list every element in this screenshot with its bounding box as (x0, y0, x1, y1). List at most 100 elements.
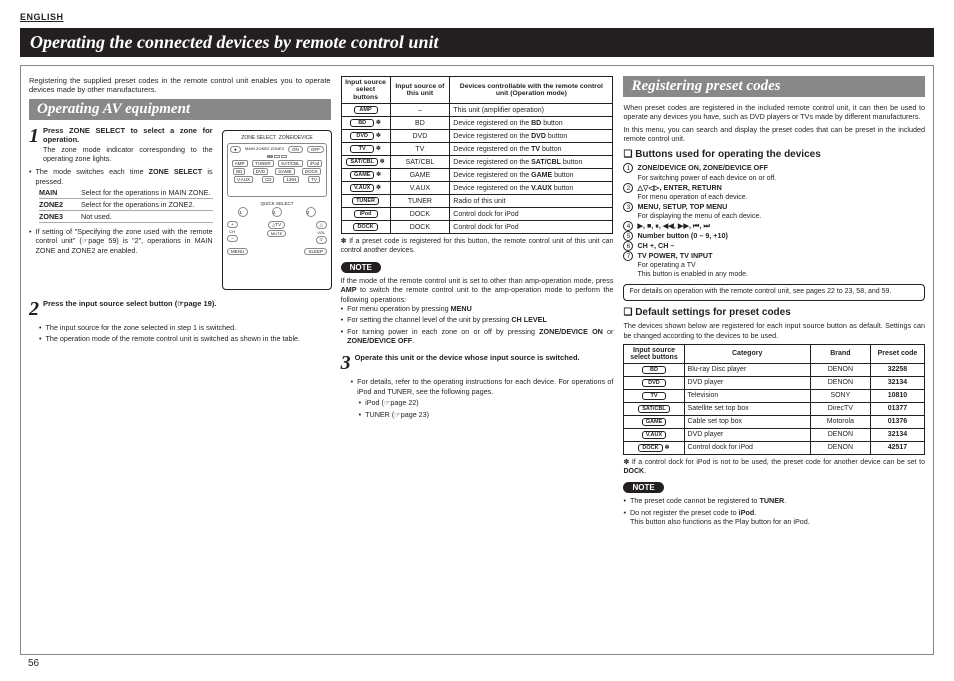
cell-device: Device registered on the GAME button (450, 169, 613, 182)
cell-source: V.AUX (390, 182, 450, 195)
cell-button: SAT/CBL ✽ (341, 156, 390, 169)
cell-category: Blu-ray Disc player (684, 363, 810, 376)
remote-diagram: ZONE SELECT ZONE/DEVICE ●MAIN ZONE2 ZONE… (222, 130, 332, 290)
cell-brand: DENON (810, 363, 870, 376)
section-operating-av: Operating AV equipment (29, 99, 331, 120)
cell-category: Cable set top box (684, 415, 810, 428)
preset-table-row: GAMECable set top boxMotorola01376 (624, 415, 925, 428)
main-title: Operating the connected devices by remot… (20, 28, 934, 57)
cell-category: DVD player (684, 428, 810, 441)
cell-button: SAT/CBL (624, 402, 684, 415)
cell-code: 32134 (870, 376, 924, 389)
cell-button: TV (624, 389, 684, 402)
cell-source: BD (390, 117, 450, 130)
cell-device: Device registered on the TV button (450, 143, 613, 156)
step-2-lead: Press the input source select button (☞p… (43, 299, 216, 308)
cell-device: Radio of this unit (450, 195, 613, 208)
step-1-bullet-2: If setting of "Specifying the zone used … (29, 227, 213, 255)
note-bullet-2: For setting the channel level of the uni… (341, 315, 614, 324)
cell-source: GAME (390, 169, 450, 182)
cell-button: V.AUX (624, 428, 684, 441)
section-registering: Registering preset codes (623, 76, 925, 97)
step-3-bullet-2: iPod (☞page 22) (341, 398, 614, 407)
cell-device: Device registered on the SAT/CBL button (450, 156, 613, 169)
numbered-item: 5Number button (0 – 9, +10) (623, 231, 925, 241)
numbered-item: 4▶, ■, ⏸, ◀◀, ▶▶, ⏮, ⏭ (623, 221, 925, 231)
cell-code: 01377 (870, 402, 924, 415)
cell-device: Device registered on the BD button (450, 117, 613, 130)
right-intro-1: When preset codes are registered in the … (623, 103, 925, 122)
cell-source: SAT/CBL (390, 156, 450, 169)
language-label: ENGLISH (20, 12, 934, 22)
preset-table-row: DOCK ✽Control dock for iPodDENON42517 (624, 441, 925, 454)
step-3-bullet-1: For details, refer to the operating inst… (341, 377, 614, 396)
input-table-row: TUNERTUNERRadio of this unit (341, 195, 613, 208)
cell-button: iPod (341, 208, 390, 221)
preset-footnote: ✽ If a control dock for iPod is not to b… (623, 459, 925, 477)
step-3-lead: Operate this unit or the device whose in… (355, 353, 580, 362)
right-column: Registering preset codes When preset cod… (623, 76, 925, 652)
step-1: 1 Press ZONE SELECT to select a zone for… (29, 126, 213, 164)
pth-category: Category (684, 344, 810, 363)
cell-brand: DENON (810, 428, 870, 441)
preset-table-row: TVTelevisionSONY10810 (624, 389, 925, 402)
preset-table-row: BDBlu-ray Disc playerDENON32258 (624, 363, 925, 376)
input-table-row: TV ✽TVDevice registered on the TV button (341, 143, 613, 156)
cell-brand: SONY (810, 389, 870, 402)
note-bullet-3: For turning power in each zone on or off… (341, 327, 614, 346)
zone-row-zone3: ZONE3Not used. (29, 212, 213, 223)
defaults-intro: The devices shown below are registered f… (623, 321, 925, 340)
cell-category: Television (684, 389, 810, 402)
th-buttons: Input source select buttons (341, 77, 390, 104)
pth-brand: Brand (810, 344, 870, 363)
note-badge: NOTE (341, 262, 381, 273)
preset-table-row: DVDDVD playerDENON32134 (624, 376, 925, 389)
cell-brand: DirecTV (810, 402, 870, 415)
zone-row-zone2: ZONE2Select for the operations in ZONE2. (29, 200, 213, 211)
zone-row-main: MAINSelect for the operations in MAIN ZO… (29, 188, 213, 199)
cell-category: DVD player (684, 376, 810, 389)
middle-column: Input source select buttons Input source… (341, 76, 614, 652)
numbered-item: 7TV POWER, TV INPUT (623, 251, 925, 261)
preset-table-row: SAT/CBLSatellite set top boxDirecTV01377 (624, 402, 925, 415)
step-2: 2 Press the input source select button (… (29, 299, 331, 319)
cell-source: DVD (390, 130, 450, 143)
cell-button: GAME (624, 415, 684, 428)
input-table-row: AMP–This unit (amplifier operation) (341, 104, 613, 117)
defaults-heading: Default settings for preset codes (623, 307, 925, 318)
cell-device: This unit (amplifier operation) (450, 104, 613, 117)
note-bullet-1: For menu operation by pressing MENU (341, 304, 614, 313)
left-intro: Registering the supplied preset codes in… (29, 76, 331, 95)
cell-device: Device registered on the V.AUX button (450, 182, 613, 195)
cell-button: V.AUX ✽ (341, 182, 390, 195)
pth-code: Preset code (870, 344, 924, 363)
numbered-item-sub: For operating a TV (623, 261, 925, 270)
numbered-item: 6CH +, CH – (623, 241, 925, 251)
input-table-row: GAME ✽GAMEDevice registered on the GAME … (341, 169, 613, 182)
cell-button: TUNER (341, 195, 390, 208)
cell-category: Satellite set top box (684, 402, 810, 415)
cell-device: Control dock for iPod (450, 221, 613, 234)
table-footnote: ✽ If a preset code is registered for thi… (341, 238, 614, 256)
th-source: Input source of this unit (390, 77, 450, 104)
cell-button: DVD (624, 376, 684, 389)
step-1-number: 1 (29, 126, 39, 146)
cell-button: BD (624, 363, 684, 376)
step-1-sub: The zone mode indicator corresponding to… (43, 145, 213, 163)
cell-source: TUNER (390, 195, 450, 208)
numbered-item: 2△▽◁▷, ENTER, RETURN (623, 183, 925, 193)
step-3: 3 Operate this unit or the device whose … (341, 353, 614, 373)
numbered-item-sub: This button is enabled in any mode. (623, 270, 925, 279)
cell-category: Control dock for iPod (684, 441, 810, 454)
cell-code: 42517 (870, 441, 924, 454)
cell-button: DOCK ✽ (624, 441, 684, 454)
cell-button: GAME ✽ (341, 169, 390, 182)
step-3-number: 3 (341, 353, 351, 373)
th-devices: Devices controllable with the remote con… (450, 77, 613, 104)
note-body: If the mode of the remote control unit i… (341, 276, 614, 304)
input-table-row: SAT/CBL ✽SAT/CBLDevice registered on the… (341, 156, 613, 169)
reference-box: For details on operation with the remote… (623, 284, 925, 301)
input-table-row: BD ✽BDDevice registered on the BD button (341, 117, 613, 130)
cell-button: AMP (341, 104, 390, 117)
cell-device: Control dock for iPod (450, 208, 613, 221)
